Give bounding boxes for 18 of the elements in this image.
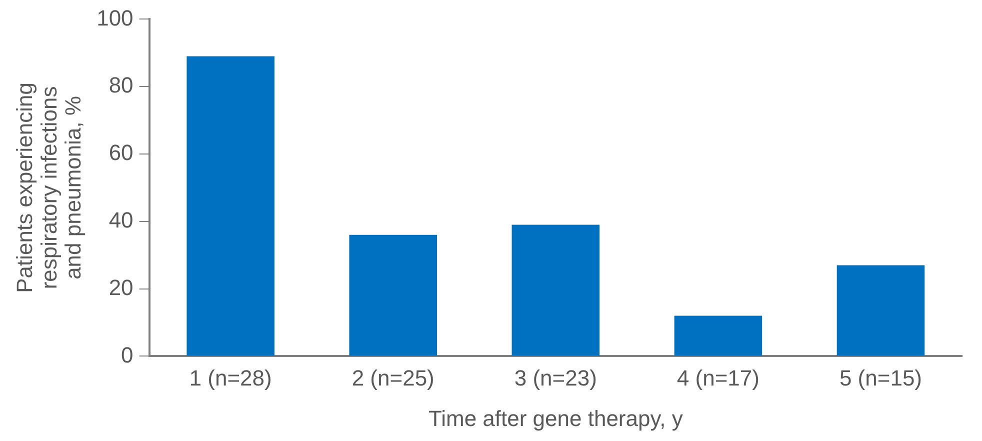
bar	[674, 316, 762, 356]
y-tick-label: 40	[108, 207, 134, 232]
x-tick-label: 2 (n=25)	[352, 365, 434, 390]
y-tick-label: 20	[108, 274, 134, 300]
y-tick-label: 100	[96, 5, 134, 30]
x-axis-title: Time after gene therapy, y	[428, 406, 683, 431]
y-axis-title: Patients experiencing respiratory infections and pneumonia, %	[12, 82, 86, 293]
x-tick-label: 1 (n=28)	[189, 365, 272, 390]
bar	[836, 265, 925, 356]
bar	[186, 56, 274, 356]
x-tick-label: 4 (n=17)	[676, 365, 760, 390]
bar	[512, 224, 600, 356]
y-tick-label: 80	[108, 72, 134, 98]
x-tick-label: 5 (n=15)	[839, 365, 922, 390]
x-tick-label: 3 (n=23)	[514, 365, 597, 390]
bar	[349, 234, 437, 356]
y-tick-label: 0	[121, 342, 134, 368]
y-tick-label: 60	[108, 140, 134, 166]
